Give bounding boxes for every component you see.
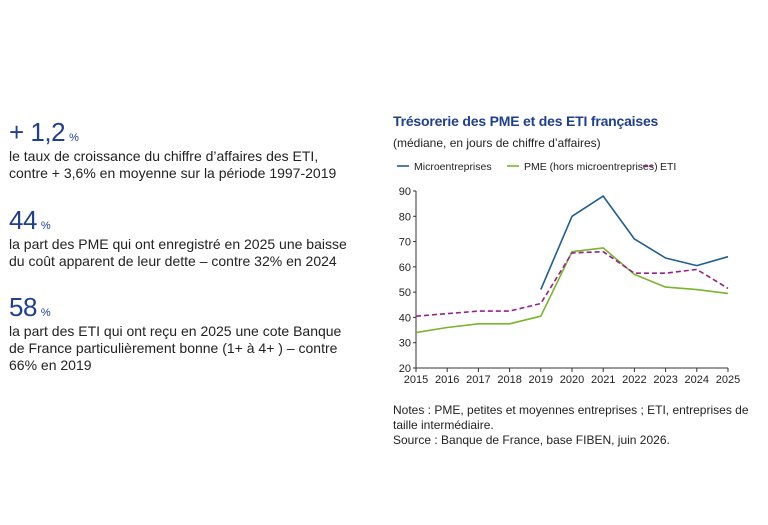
x-tick-label: 2015 [404, 374, 428, 386]
stat-growth: + 1,2% le taux de croissance du chiffre … [9, 118, 359, 182]
stat-description: le taux de croissance du chiffre d’affai… [9, 148, 337, 181]
x-tick-label: 2020 [560, 374, 584, 386]
chart-legend: Microentreprises PME (hors microentrepris… [397, 161, 676, 173]
x-tick-label: 2016 [435, 374, 459, 386]
y-tick-label: 80 [399, 211, 411, 223]
series-line-eti [415, 250, 729, 317]
y-tick-label: 60 [399, 262, 411, 274]
y-tick-label: 90 [399, 186, 411, 198]
source-text: Source : Banque de France, base FIBEN, j… [393, 433, 670, 447]
stat-value: + 1,2 [9, 117, 66, 147]
x-tick-label: 2017 [466, 374, 490, 386]
chart-axes: 20 30 40 50 60 70 80 90 2015 2016 2017 2018 2019 2020… [399, 186, 740, 386]
y-tick-label: 40 [399, 312, 411, 324]
stat-description: la part des ETI qui ont reçu en 2025 une… [9, 323, 342, 373]
x-tick-label: 2025 [716, 374, 740, 386]
x-tick-label: 2018 [497, 374, 521, 386]
stat-description: la part des PME qui ont enregistré en 20… [9, 236, 347, 269]
x-tick-label: 2019 [529, 374, 553, 386]
chart-subtitle: (médiane, en jours de chiffre d’affaires… [393, 136, 601, 150]
stat-unit: % [40, 220, 51, 232]
legend-label: ETI [660, 161, 676, 173]
stat-unit: % [40, 307, 51, 319]
stat-value: 58 [9, 292, 37, 322]
chart-lines [415, 195, 729, 334]
stat-eti: 58% la part des ETI qui ont reçu en 2025… [9, 293, 359, 374]
stat-unit: % [69, 132, 79, 144]
series-line-pme-hors-microentreprises [415, 247, 729, 334]
chart-notes: Notes : PME, petites et moyennes entrepr… [393, 403, 763, 448]
y-tick-label: 20 [399, 363, 411, 375]
legend-label: PME (hors microentreprises) [524, 161, 658, 173]
y-tick-label: 30 [399, 338, 411, 350]
notes-text: Notes : PME, petites et moyennes entrepr… [393, 403, 749, 432]
stat-value: 44 [9, 205, 37, 235]
series-line-microentreprises [540, 195, 729, 290]
stat-pme: 44% la part des PME qui ont enregistré e… [9, 206, 359, 270]
x-tick-label: 2024 [685, 374, 709, 386]
y-tick-label: 70 [399, 237, 411, 249]
chart-title: Trésorerie des PME et des ETI françaises [393, 113, 659, 129]
x-tick-label: 2023 [653, 374, 677, 386]
legend-label: Microentreprises [414, 161, 492, 173]
x-tick-label: 2021 [591, 374, 615, 386]
y-tick-label: 50 [399, 287, 411, 299]
x-tick-label: 2022 [622, 374, 646, 386]
